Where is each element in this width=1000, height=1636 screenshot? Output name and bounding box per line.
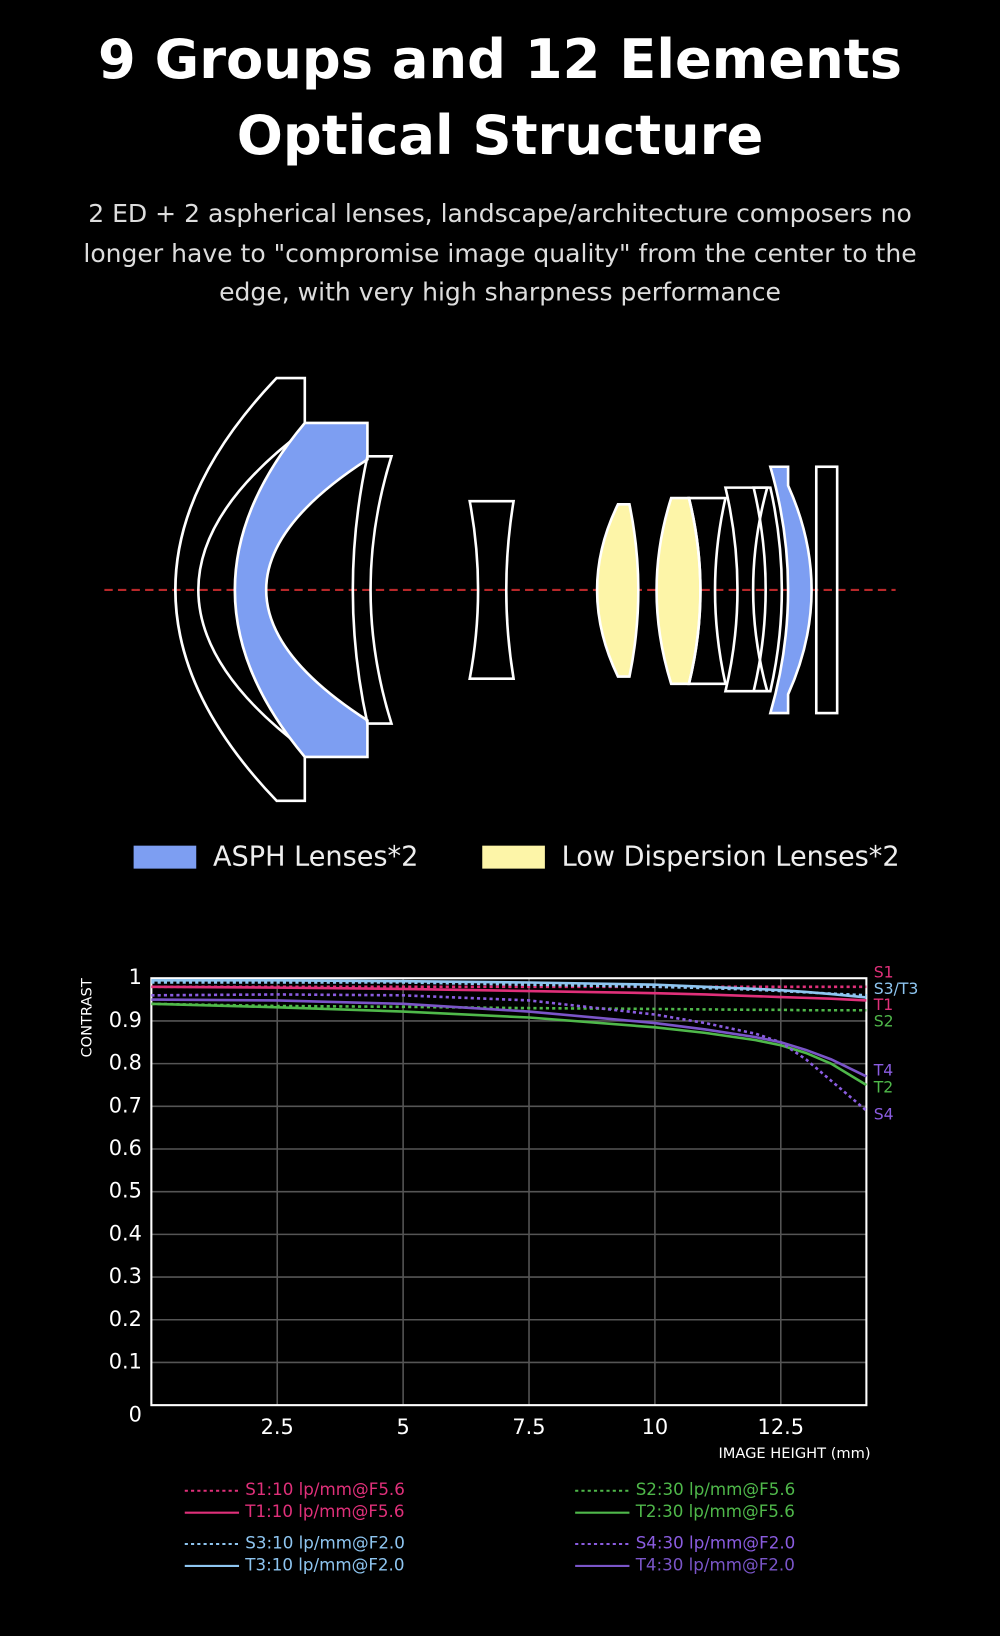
series-line [151, 979, 867, 999]
x-axis-label: IMAGE HEIGHT (mm) [718, 1445, 870, 1462]
end-label: S3/T3 [874, 979, 919, 998]
series-line [151, 985, 867, 1002]
y-tick-label: 0.3 [109, 1264, 142, 1288]
end-label: S4 [874, 1104, 894, 1123]
low-dispersion-lens [595, 503, 640, 678]
y-tick-label: 0.7 [109, 1093, 142, 1117]
plot-frame [150, 977, 868, 1407]
end-label: T1 [873, 995, 894, 1014]
lens-element [351, 455, 394, 725]
y-tick-label: 0.1 [109, 1349, 142, 1373]
lens-element [174, 376, 307, 803]
x-tick-label: 2.5 [261, 1415, 294, 1439]
subtitle-line: longer have to "compromise image quality… [83, 239, 916, 268]
series-line [151, 998, 867, 1078]
end-label: S1 [874, 963, 894, 982]
series-line [151, 1002, 867, 1012]
legend-label: T2:30 lp/mm@F5.6 [635, 1501, 795, 1521]
legend-swatch [482, 845, 545, 869]
lens-element [752, 486, 784, 693]
y-tick-label: 0.9 [109, 1008, 142, 1032]
series-line [151, 1002, 868, 1087]
y-tick-label: 0.8 [109, 1051, 142, 1075]
x-tick-label: 10 [642, 1415, 669, 1439]
title-line: Optical Structure [237, 104, 764, 167]
y-tick-label: 0.6 [109, 1136, 142, 1160]
subtitle-line: edge, with very high sharpness performan… [219, 277, 781, 306]
subtitle-line: 2 ED + 2 aspherical lenses, landscape/ar… [88, 199, 912, 228]
y-tick-label: 0.5 [109, 1179, 142, 1203]
lens-diagram [104, 376, 896, 803]
lens-element [687, 496, 728, 686]
y-tick-label: 0 [129, 1403, 142, 1427]
x-tick-label: 7.5 [512, 1415, 545, 1439]
y-axis-label: CONTRAST [79, 978, 96, 1057]
end-label: T4 [873, 1061, 894, 1080]
asph-lens [768, 465, 813, 715]
title-line: 9 Groups and 12 Elements [98, 28, 902, 91]
legend-label: T1:10 lp/mm@F5.6 [244, 1501, 404, 1521]
legend-label: S4:30 lp/mm@F2.0 [636, 1532, 796, 1552]
legend-label: S3:10 lp/mm@F2.0 [245, 1532, 405, 1552]
x-tick-label: 5 [396, 1415, 409, 1439]
legend-label: T4:30 lp/mm@F2.0 [635, 1554, 795, 1574]
lens-element [468, 499, 516, 680]
legend-label: T3:10 lp/mm@F2.0 [244, 1554, 404, 1574]
legend-label: ASPH Lenses*2 [213, 842, 418, 873]
end-label: T2 [873, 1077, 894, 1096]
filter-plate [814, 465, 839, 715]
legend-label: S2:30 lp/mm@F5.6 [636, 1479, 796, 1499]
legend-swatch [133, 845, 197, 869]
legend-label: Low Dispersion Lenses*2 [562, 842, 900, 873]
x-tick-label: 12.5 [758, 1415, 804, 1439]
end-label: S2 [874, 1012, 894, 1031]
y-tick-label: 1 [129, 965, 142, 989]
y-tick-label: 0.2 [109, 1307, 142, 1331]
y-tick-label: 0.4 [109, 1221, 142, 1245]
series-line [151, 993, 868, 1112]
legend-label: S1:10 lp/mm@F5.6 [245, 1479, 405, 1499]
